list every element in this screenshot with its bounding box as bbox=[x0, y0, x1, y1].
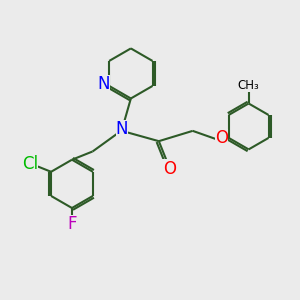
Text: N: N bbox=[116, 120, 128, 138]
Text: Cl: Cl bbox=[22, 155, 38, 173]
Text: F: F bbox=[67, 215, 77, 233]
Text: N: N bbox=[98, 76, 110, 94]
Text: O: O bbox=[163, 160, 176, 178]
Text: CH₃: CH₃ bbox=[238, 79, 260, 92]
Text: O: O bbox=[215, 129, 228, 147]
